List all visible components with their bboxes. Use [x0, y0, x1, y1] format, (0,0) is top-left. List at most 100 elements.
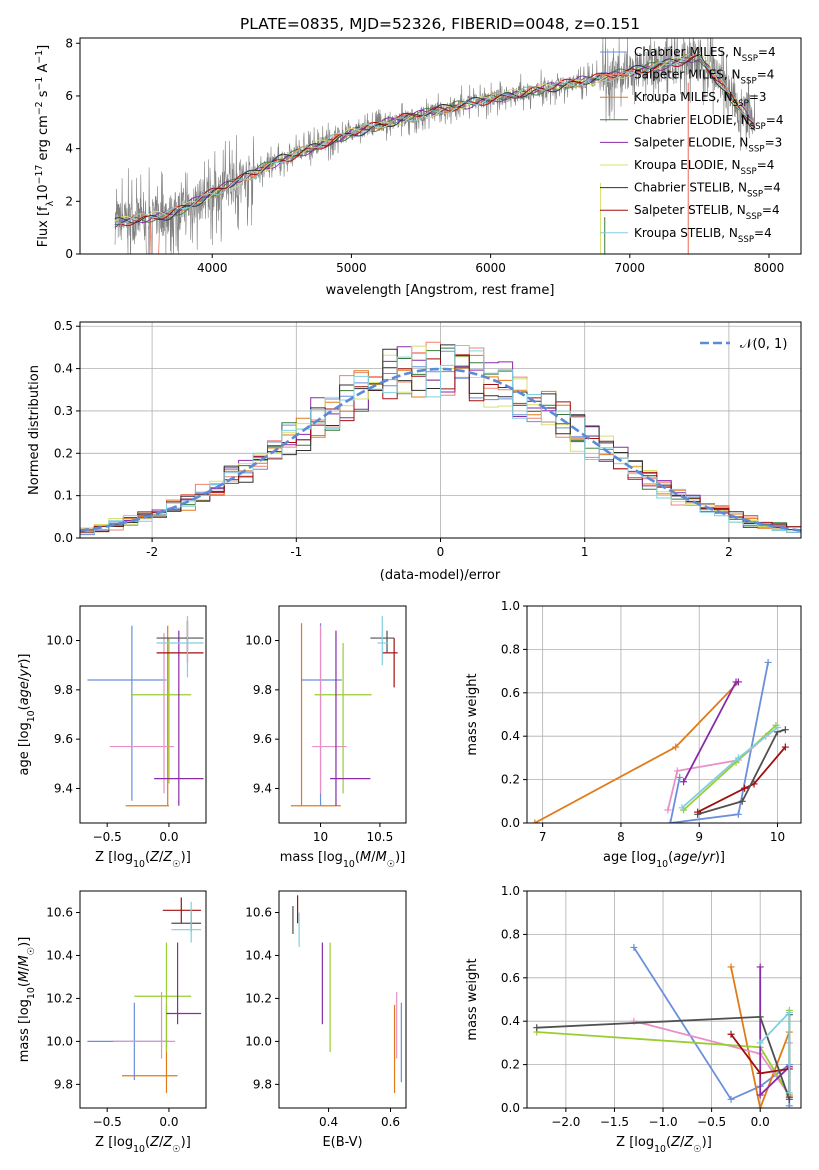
weight-marker-6 [741, 784, 749, 792]
y-tick-label: 0 [65, 247, 73, 261]
age-vs-metallicity-plot-area [87, 615, 204, 807]
y-tick-label: 0.2 [54, 446, 73, 460]
weight-marker-8 [756, 1039, 764, 1047]
x-tick-label: −2.0 [551, 1115, 580, 1129]
x-axis-label: wavelength [Angstrom, rest frame] [326, 283, 555, 298]
y-axis-label: mass weight [465, 673, 480, 755]
weight-marker-1 [666, 819, 674, 823]
y-tick-label: 2 [65, 194, 73, 208]
y-tick-label: 0.0 [501, 1101, 520, 1115]
mass-vs-extinction-plot-area [292, 895, 402, 1093]
y-tick-label: 9.4 [54, 781, 73, 795]
legend-entry-7: Chabrier STELIB, NSSP=4 [634, 181, 781, 200]
y-tick-label: 0.4 [501, 1014, 520, 1028]
mass-vs-metallicity-frame [79, 890, 207, 1109]
y-axis-label: Flux [fλ10−17 erg cm−2 s−1 A−1] [34, 45, 56, 247]
weight-marker-5 [734, 678, 742, 686]
y-tick-label: 10.6 [245, 905, 272, 919]
x-axis-label: E(B-V) [322, 1135, 362, 1150]
weight-marker-2 [727, 963, 735, 971]
y-tick-label: 10.0 [245, 634, 272, 648]
x-tick-label: 10 [313, 830, 328, 844]
x-tick-label: -1 [290, 545, 302, 559]
y-tick-label: 0.2 [501, 1058, 520, 1072]
legend-entry-1: Chabrier MILES, NSSP=4 [634, 45, 776, 64]
x-tick-label: 0 [437, 545, 445, 559]
x-axis-label: Z [log10(Z/Z☉)] [616, 1135, 712, 1155]
y-tick-label: 9.8 [54, 1077, 73, 1091]
age-vs-mass-frame [278, 605, 407, 824]
weight-marker-6 [781, 743, 789, 751]
weight-marker-2 [756, 1104, 764, 1108]
x-tick-label: 0.0 [159, 1115, 178, 1129]
model-line-9 [114, 52, 756, 224]
weight-marker-8 [785, 1089, 793, 1097]
spectrum-plot-area [114, 38, 756, 254]
y-tick-label: 9.8 [54, 683, 73, 697]
x-axis-label: age [log10(age/yr)] [603, 850, 725, 870]
y-tick-label: 9.6 [54, 732, 73, 746]
legend-label-normal: 𝒩(0, 1) [740, 337, 787, 352]
weight-marker-1 [676, 773, 684, 781]
y-tick-label: 0.2 [501, 773, 520, 787]
y-tick-label: 10.0 [46, 1034, 73, 1048]
mass-weight-vs-metallicity-plot-area [533, 943, 793, 1108]
x-tick-label: 8000 [754, 261, 785, 275]
y-tick-label: 0.3 [54, 404, 73, 418]
y-tick-label: 0.8 [501, 642, 520, 656]
weight-marker-3 [664, 806, 672, 814]
x-tick-label: 7 [539, 830, 547, 844]
legend-entry-2: Salpeter MILES, NSSP=4 [634, 68, 774, 87]
weight-marker-7 [781, 726, 789, 734]
legend-entry-9: Kroupa STELIB, NSSP=4 [634, 226, 772, 245]
age-vs-metallicity-frame [79, 605, 207, 824]
x-tick-label: 2 [725, 545, 733, 559]
x-tick-label: 6000 [475, 261, 506, 275]
y-tick-label: 9.8 [253, 1077, 272, 1091]
mass-weight-vs-age-plot-area [531, 658, 789, 823]
y-tick-label: 0.4 [501, 729, 520, 743]
x-tick-label: 0.0 [159, 830, 178, 844]
weight-marker-6 [727, 1030, 735, 1038]
weight-marker-5 [756, 1091, 764, 1099]
mass-weight-vs-age-frame [526, 605, 802, 824]
y-tick-label: 9.4 [253, 781, 272, 795]
y-axis-label: mass weight [465, 958, 480, 1040]
spectrum-frame [79, 37, 802, 255]
weight-marker-1 [630, 943, 638, 951]
x-axis-label: Z [log10(Z/Z☉)] [95, 850, 191, 870]
model-line-8 [114, 55, 756, 227]
weight-marker-5 [680, 778, 688, 786]
x-tick-label: 10 [770, 830, 785, 844]
weight-marker-1 [734, 810, 742, 818]
weight-marker-1 [785, 1102, 793, 1108]
y-tick-label: 9.8 [253, 683, 272, 697]
legend-entry-6: Kroupa ELODIE, NSSP=4 [634, 158, 774, 177]
x-axis-label: (data-model)/error [380, 568, 501, 583]
weight-marker-7 [756, 1013, 764, 1021]
x-tick-label: −0.5 [93, 1115, 122, 1129]
weight-marker-7 [785, 1095, 793, 1103]
weight-line-2 [730, 966, 791, 1108]
weight-marker-6 [756, 1069, 764, 1077]
y-tick-label: 0.0 [501, 816, 520, 830]
legend-entry-5: Salpeter ELODIE, NSSP=3 [634, 135, 782, 154]
weight-marker-8 [678, 804, 686, 812]
x-tick-label: 1 [581, 545, 589, 559]
weight-marker-2 [531, 819, 539, 823]
y-tick-label: 9.6 [253, 732, 272, 746]
y-tick-label: 0.1 [54, 489, 73, 503]
weight-marker-7 [533, 1024, 541, 1032]
legend-entry-8: Salpeter STELIB, NSSP=4 [634, 203, 780, 222]
spectrum-data-line [114, 38, 756, 254]
y-axis-label: mass [log10(M/M☉)] [17, 937, 37, 1063]
x-tick-label: 10.5 [367, 830, 394, 844]
y-tick-label: 10.6 [46, 905, 73, 919]
x-tick-label: 0.4 [319, 1115, 338, 1129]
model-line-5 [114, 59, 756, 228]
x-tick-label: −1.0 [648, 1115, 677, 1129]
x-tick-label: 5000 [336, 261, 367, 275]
x-tick-label: −0.5 [93, 830, 122, 844]
model-line-7 [114, 54, 756, 224]
x-tick-label: -2 [146, 545, 158, 559]
